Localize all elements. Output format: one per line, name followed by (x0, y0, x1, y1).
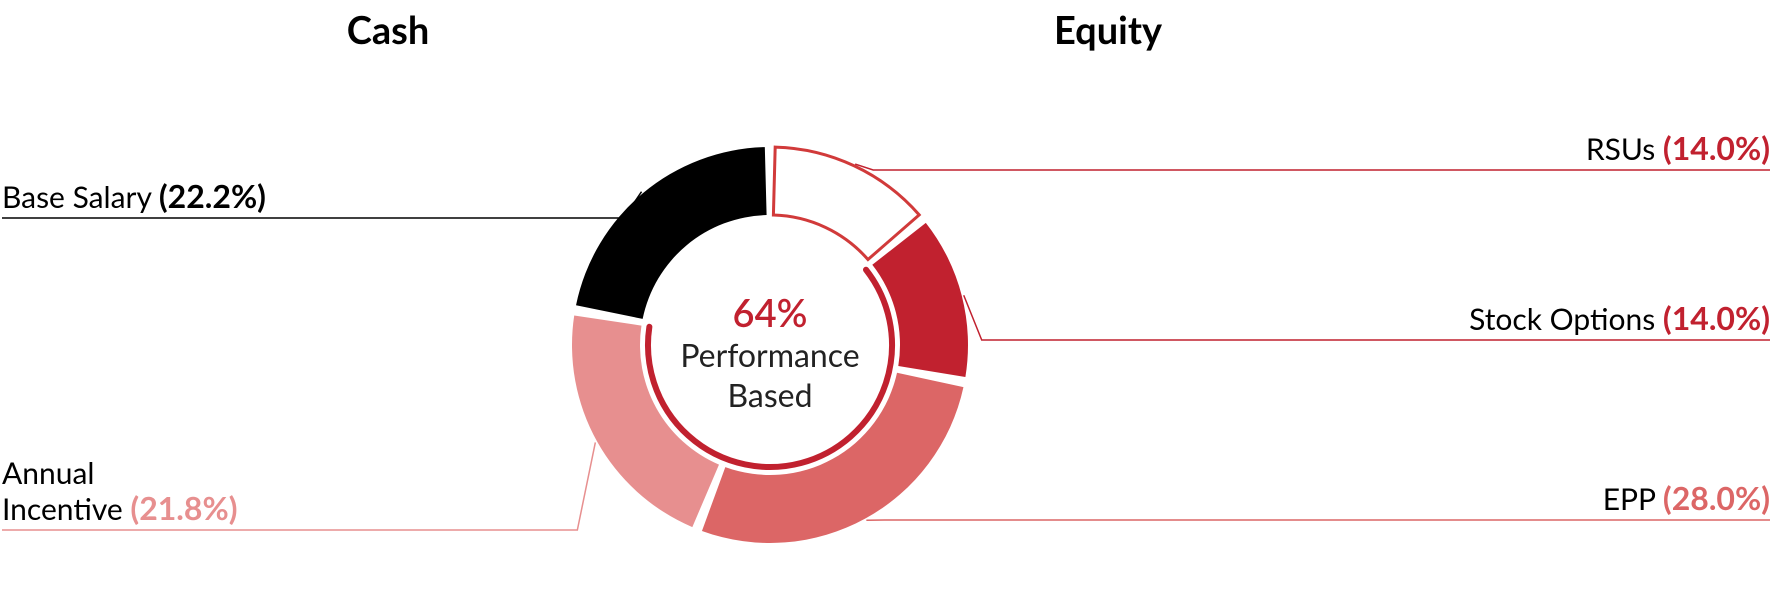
label-rsus: RSUs (14.0%) (1586, 128, 1770, 167)
label-base_salary: Base Salary (22.2%) (2, 176, 266, 215)
label-annual_inc-line2: Incentive (21.8%) (2, 488, 237, 527)
label-annual_inc-line1: Annual (2, 455, 94, 491)
donut-segment-stock_options (872, 223, 968, 377)
label-stock_options: Stock Options (14.0%) (1469, 298, 1770, 337)
label-epp: EPP (28.0%) (1603, 478, 1770, 517)
heading-equity: Equity (1054, 7, 1163, 53)
center-text-line-1: 64% (733, 290, 808, 336)
center-text-line-2: Performance (680, 335, 859, 374)
heading-cash: Cash (347, 7, 430, 53)
compensation-donut-chart: Cash Equity 64%PerformanceBased RSUs (14.0%… (0, 0, 1772, 592)
center-text-line-3: Based (727, 375, 812, 414)
donut-segment-rsus (773, 147, 919, 259)
